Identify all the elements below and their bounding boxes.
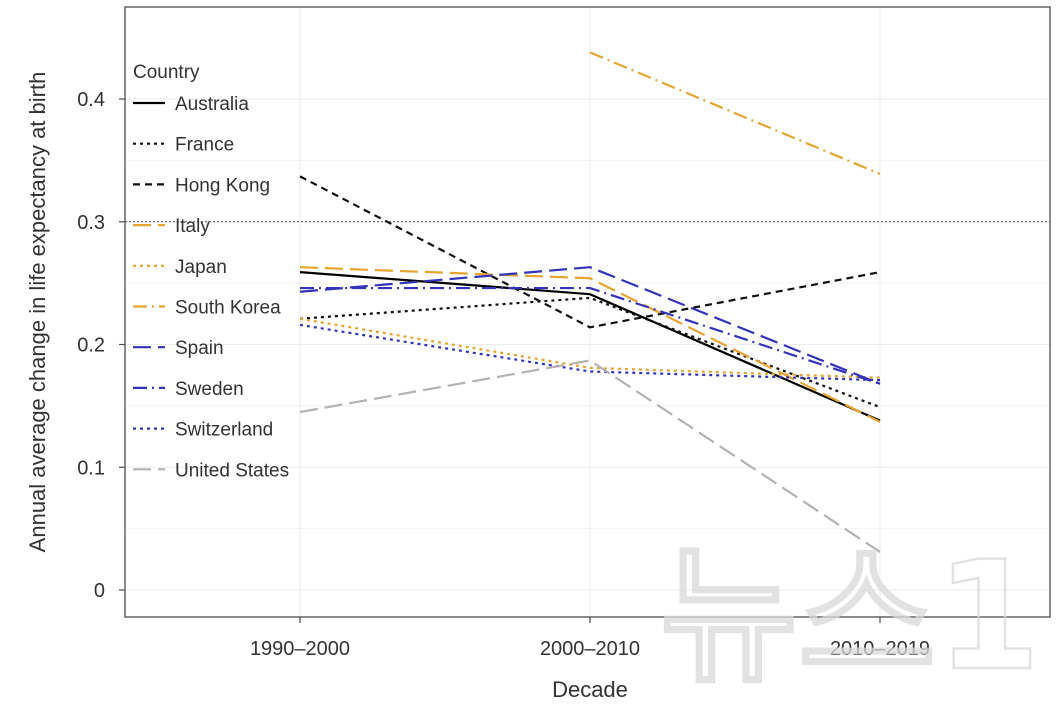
series-line-australia [299,271,881,422]
x-axis-title: Decade [552,677,628,702]
x-tick-label: 2010–2019 [830,638,930,660]
legend-label-australia: Australia [175,94,249,115]
y-tick-label: 0.1 [77,457,105,479]
series-line-south-korea [589,51,881,175]
y-tick-label: 0.4 [77,89,105,111]
legend-title: Country [133,62,200,83]
legend-label-italy: Italy [175,216,210,237]
legend-label-japan: Japan [175,257,227,278]
plot-panel-border [124,6,1051,618]
series-line-japan [299,317,881,379]
y-tick-label: 0 [94,580,105,602]
series-line-united-states [299,359,881,553]
series-lines [299,51,881,553]
series-line-italy [299,266,881,423]
y-axis-title: Annual average change in life expectancy… [25,72,50,553]
x-tick-label: 2000–2010 [540,638,640,660]
legend: Country Australia France Hong Kong Italy Jap… [133,62,289,481]
legend-label-spain: Spain [175,338,224,359]
legend-label-france: France [175,135,234,156]
legend-label-switzerland: Switzerland [175,420,273,441]
series-line-hong-kong [299,175,881,329]
legend-label-hong-kong: Hong Kong [175,175,270,196]
series-line-spain [299,266,881,385]
grid-lines [125,7,1050,617]
x-axis: 1990–2000 2000–2010 2010–2019 [250,617,930,660]
y-axis: 0 0.1 0.2 0.3 0.4 [77,89,125,602]
legend-label-south-korea: South Korea [175,298,281,319]
series-line-sweden [300,286,881,385]
y-tick-label: 0.3 [77,212,105,234]
watermark-logo: 뉴스1 [660,530,1040,704]
legend-label-sweden: Sweden [175,379,244,400]
series-line-france [299,296,881,409]
y-tick-label: 0.2 [77,335,105,357]
legend-label-united-states: United States [175,460,289,481]
x-tick-label: 1990–2000 [250,638,350,660]
